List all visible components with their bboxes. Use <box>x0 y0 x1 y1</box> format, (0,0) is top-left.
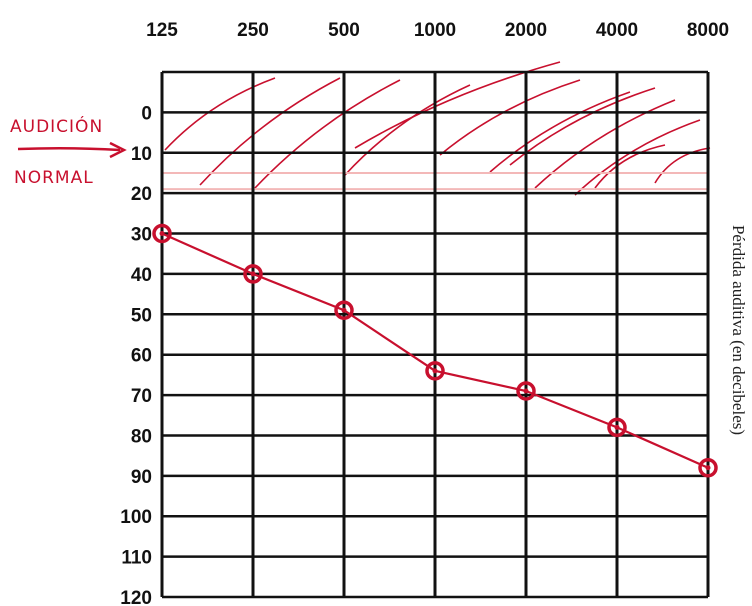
hatch-stroke <box>164 77 276 151</box>
y-tick-label: 80 <box>131 426 152 447</box>
data-point <box>334 300 354 321</box>
data-point-center <box>341 307 347 313</box>
data-point-center <box>614 424 620 430</box>
normal-hearing-hatch <box>164 61 711 196</box>
y-tick-label: 10 <box>131 144 152 165</box>
y-tick-label: 120 <box>120 588 152 606</box>
hatch-stroke <box>199 77 341 186</box>
y-tick-label: 90 <box>131 467 152 488</box>
y-tick-label: 30 <box>131 225 152 246</box>
hatch-stroke <box>439 79 581 156</box>
x-tick-label: 1000 <box>414 20 456 41</box>
data-point-center <box>432 368 438 374</box>
x-axis-ticks: 125 250 500 1000 2000 4000 8000 <box>146 20 729 41</box>
y-tick-label: 60 <box>131 346 152 367</box>
data-point <box>698 458 718 478</box>
y-tick-label: 70 <box>131 386 152 407</box>
x-tick-label: 2000 <box>505 20 547 41</box>
y-axis-ticks: 0 10 20 30 40 50 60 70 80 90 100 110 120 <box>120 103 152 606</box>
y-tick-label: 0 <box>141 103 152 124</box>
x-tick-label: 500 <box>328 20 360 41</box>
normal-hearing-annotation: AUDICIÓN NORMAL <box>10 115 127 188</box>
annotation-arrow <box>17 146 121 152</box>
data-point <box>516 381 536 401</box>
hatch-stroke <box>489 91 631 173</box>
data-point-center <box>523 388 529 394</box>
x-tick-label: 8000 <box>687 20 729 41</box>
y-tick-label: 40 <box>131 265 152 286</box>
x-tick-label: 4000 <box>596 20 638 41</box>
hatch-stroke <box>344 84 471 176</box>
y-tick-label: 20 <box>131 184 152 205</box>
hatch-stroke <box>354 61 561 149</box>
x-tick-label: 125 <box>146 20 178 41</box>
annotation-arrow-head <box>109 141 127 159</box>
annotation-line-2: NORMAL <box>14 168 94 188</box>
data-point <box>425 361 445 381</box>
hatch-stroke <box>534 99 676 189</box>
y-tick-label: 50 <box>131 305 152 326</box>
y-tick-label: 100 <box>120 507 152 528</box>
data-point-center <box>705 465 711 471</box>
x-tick-label: 250 <box>237 20 269 41</box>
hearing-loss-series <box>152 223 718 478</box>
data-point <box>152 223 172 244</box>
data-point <box>243 264 263 284</box>
data-point-center <box>250 271 256 277</box>
hatch-stroke <box>654 147 711 184</box>
y-axis-label: Pérdida auditiva (en decibeles) <box>729 225 748 435</box>
hatch-stroke <box>594 144 666 189</box>
chart-grid <box>160 70 710 599</box>
y-tick-label: 110 <box>121 548 152 569</box>
data-point-center <box>159 231 165 237</box>
data-point <box>607 417 627 438</box>
annotation-line-1: AUDICIÓN <box>10 115 103 137</box>
